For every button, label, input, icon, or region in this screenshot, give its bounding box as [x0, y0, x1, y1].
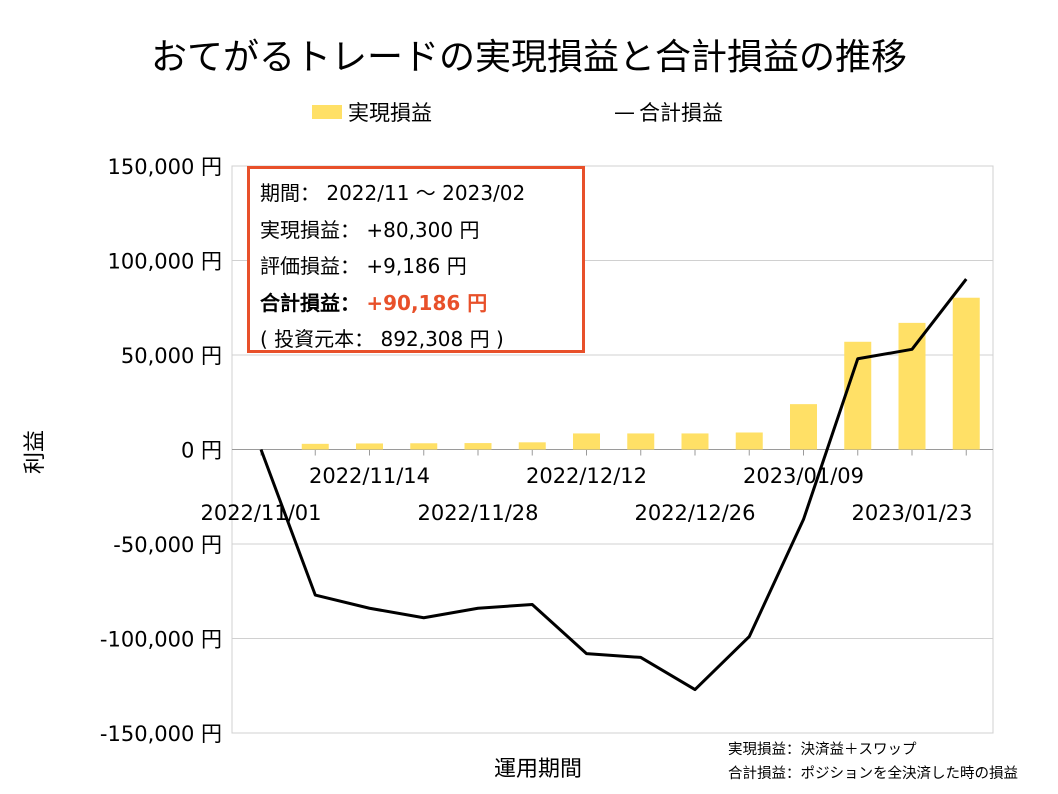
principal-row: ( 投資元本： 892,308 円 ) [260, 321, 582, 358]
x-tick-label: 2022/11/28 [417, 501, 538, 525]
total-label: 合計損益： [260, 290, 360, 315]
bar [518, 442, 546, 450]
y-tick-label: -100,000 円 [100, 628, 222, 652]
footnote-total: 合計損益：ポジションを全決済した時の損益 [728, 766, 1018, 782]
unrealized-label: 評価損益： [260, 254, 360, 278]
y-tick-label: 100,000 円 [107, 250, 222, 274]
bar [790, 404, 817, 450]
bar [464, 443, 492, 450]
period-value: 2022/11 ～ 2023/02 [326, 181, 526, 205]
footnote-realized: 実現損益：決済益＋スワップ [728, 742, 917, 758]
footnotes: 実現損益：決済益＋スワップ 合計損益：ポジションを全決済した時の損益 [728, 738, 1018, 786]
x-axis-label: 運用期間 [494, 757, 582, 782]
y-tick-label: -150,000 円 [100, 722, 222, 746]
bar [301, 443, 329, 450]
legend-bar-label: 実現損益 [348, 101, 432, 125]
x-tick-label: 2022/11/01 [200, 501, 321, 525]
legend-item-realized: 実現損益 [312, 97, 432, 127]
bar [627, 433, 655, 450]
principal-open: ( [260, 327, 268, 351]
total-row: 合計損益： +90,186 円 [260, 285, 582, 322]
x-tick-label: 2022/12/12 [526, 464, 647, 488]
realized-label: 実現損益： [260, 217, 360, 242]
unrealized-row: 評価損益： +9,186 円 [260, 248, 582, 285]
y-axis-label: 利益 [23, 430, 48, 474]
period-row: 期間： 2022/11 ～ 2023/02 [260, 175, 582, 212]
realized-value: +80,300 円 [366, 217, 480, 242]
bar [952, 297, 980, 450]
period-label: 期間： [260, 181, 320, 205]
x-tick-label: 2023/01/23 [851, 501, 972, 525]
bar [735, 432, 763, 450]
x-tick-label: 2022/12/26 [634, 501, 755, 525]
y-tick-label: -50,000 円 [113, 533, 222, 557]
principal-label: 投資元本： [274, 327, 375, 351]
principal-close: ) [495, 327, 504, 351]
x-axis-tick-labels: 2022/11/01 2022/11/14 2022/11/28 2022/12/12… [200, 464, 972, 525]
legend-line-symbol: — [614, 100, 635, 124]
y-axis-tick-labels: 150,000 円 100,000 円 50,000 円 0 円 -50,000 円 -1… [100, 155, 222, 746]
summary-box: 期間： 2022/11 ～ 2023/02 実現損益： +80,300 円 評価… [247, 166, 585, 353]
x-tick-label: 2022/11/14 [309, 464, 430, 488]
principal-value: 892,308 円 [380, 327, 490, 351]
chart-title: おてがるトレードの実現損益と合計損益の推移 [150, 37, 907, 78]
x-tick-label: 2023/01/09 [743, 464, 864, 488]
realized-row: 実現損益： +80,300 円 [260, 212, 582, 249]
bar-series [301, 297, 980, 450]
legend-line-label: 合計損益 [639, 101, 723, 125]
bar [681, 433, 709, 450]
bar [356, 443, 383, 450]
line-series [259, 278, 968, 692]
bar [410, 443, 438, 450]
legend-item-total: — 合計損益 [614, 97, 723, 127]
bar [898, 322, 926, 450]
y-tick-label: 150,000 円 [107, 155, 222, 179]
total-line [259, 278, 968, 692]
legend: 実現損益 — 合計損益 [0, 97, 1058, 127]
legend-bar-swatch [312, 105, 342, 119]
total-value: +90,186 円 [366, 290, 488, 315]
bar [573, 433, 600, 450]
y-tick-label: 0 円 [181, 439, 222, 463]
unrealized-value: +9,186 円 [366, 254, 467, 278]
y-tick-label: 50,000 円 [121, 344, 222, 368]
